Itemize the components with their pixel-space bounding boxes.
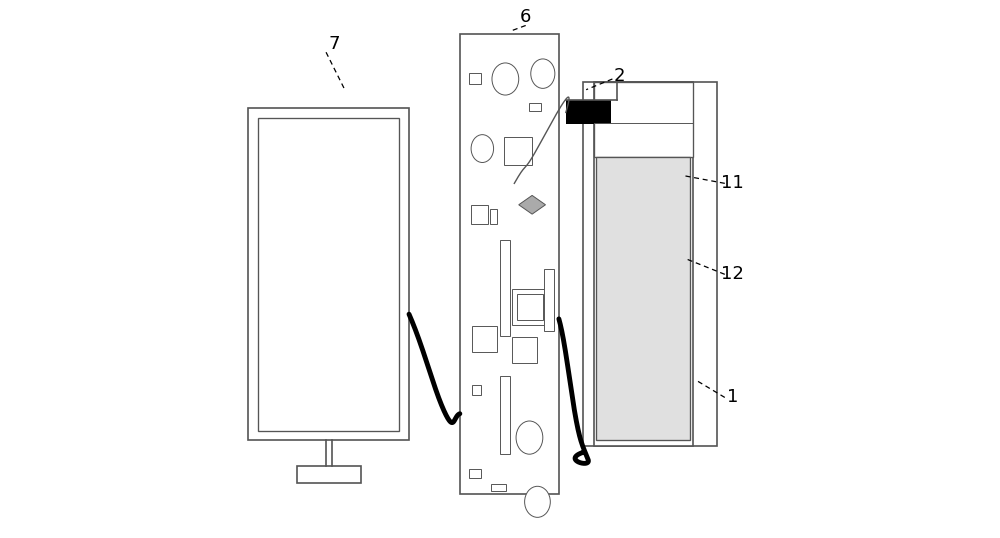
Ellipse shape — [525, 486, 550, 518]
Bar — [491, 484, 506, 491]
Bar — [500, 376, 510, 454]
Polygon shape — [519, 195, 545, 214]
Bar — [297, 466, 361, 483]
Bar — [460, 33, 559, 494]
Bar — [248, 109, 409, 440]
Ellipse shape — [516, 421, 543, 454]
Bar — [500, 239, 510, 336]
Bar — [596, 157, 690, 440]
Bar — [258, 118, 399, 430]
Bar — [504, 137, 532, 165]
Bar — [472, 385, 481, 395]
Bar — [594, 82, 693, 157]
Ellipse shape — [492, 63, 519, 95]
Text: 6: 6 — [520, 9, 531, 26]
Bar — [544, 269, 554, 330]
Bar — [529, 103, 541, 111]
Bar — [490, 209, 497, 223]
Bar — [469, 73, 481, 84]
Ellipse shape — [531, 59, 555, 88]
Bar — [583, 82, 717, 445]
Bar — [512, 337, 537, 363]
Text: 1: 1 — [727, 388, 739, 406]
Bar — [471, 206, 488, 223]
Bar — [469, 469, 481, 478]
Bar — [594, 82, 693, 445]
Text: 7: 7 — [328, 35, 340, 53]
Bar — [512, 289, 548, 325]
Bar — [517, 294, 543, 320]
Bar — [472, 326, 497, 352]
Text: 11: 11 — [721, 174, 744, 193]
Text: 12: 12 — [721, 265, 744, 284]
Bar — [566, 101, 611, 124]
Ellipse shape — [471, 134, 494, 162]
Text: 2: 2 — [614, 67, 625, 86]
